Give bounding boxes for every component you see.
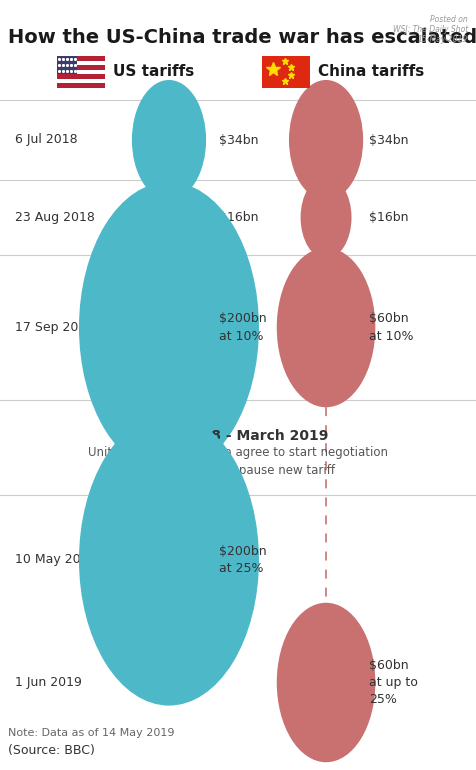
Bar: [57, 79, 105, 83]
Bar: [57, 56, 77, 74]
Ellipse shape: [301, 176, 351, 259]
Ellipse shape: [277, 248, 376, 407]
Text: 6 Jul 2018: 6 Jul 2018: [15, 133, 77, 146]
Text: United States and China agree to start negotiation
and temporarily pause new tar: United States and China agree to start n…: [88, 446, 388, 477]
Text: 15-May-2019: 15-May-2019: [418, 35, 468, 44]
Ellipse shape: [79, 182, 259, 473]
Ellipse shape: [144, 176, 194, 259]
Text: Posted on: Posted on: [430, 15, 468, 24]
Text: 1 Jun 2019: 1 Jun 2019: [15, 676, 81, 689]
Ellipse shape: [277, 603, 376, 762]
Ellipse shape: [132, 80, 206, 200]
Text: 10 May 2019: 10 May 2019: [15, 554, 96, 567]
Bar: [57, 70, 105, 74]
Text: How the US-China trade war has escalated: How the US-China trade war has escalated: [8, 28, 476, 47]
Bar: [57, 83, 105, 88]
Text: $200bn
at 25%: $200bn at 25%: [219, 545, 267, 575]
Text: $34bn: $34bn: [369, 133, 408, 146]
Bar: [57, 74, 105, 79]
Bar: [57, 56, 105, 61]
Text: $16bn: $16bn: [369, 211, 408, 224]
Text: WSJ: The Daily Shot: WSJ: The Daily Shot: [393, 25, 468, 34]
Text: China tariffs: China tariffs: [318, 65, 424, 79]
Text: $16bn: $16bn: [219, 211, 258, 224]
Text: 17 Sep 2018: 17 Sep 2018: [15, 321, 94, 334]
Text: (Source: BBC): (Source: BBC): [8, 744, 95, 757]
Text: Dec 2018 - March 2019: Dec 2018 - March 2019: [148, 428, 328, 443]
Text: US tariffs: US tariffs: [113, 65, 194, 79]
Text: Note: Data as of 14 May 2019: Note: Data as of 14 May 2019: [8, 728, 175, 738]
Bar: [262, 56, 310, 88]
Text: $60bn
at 10%: $60bn at 10%: [369, 313, 413, 343]
Text: $60bn
at up to
25%: $60bn at up to 25%: [369, 659, 418, 706]
Ellipse shape: [289, 80, 363, 200]
Ellipse shape: [79, 414, 259, 705]
Bar: [57, 61, 105, 65]
Text: $34bn: $34bn: [219, 133, 258, 146]
Text: 23 Aug 2018: 23 Aug 2018: [15, 211, 94, 224]
Text: $200bn
at 10%: $200bn at 10%: [219, 313, 267, 343]
Bar: [57, 65, 105, 70]
